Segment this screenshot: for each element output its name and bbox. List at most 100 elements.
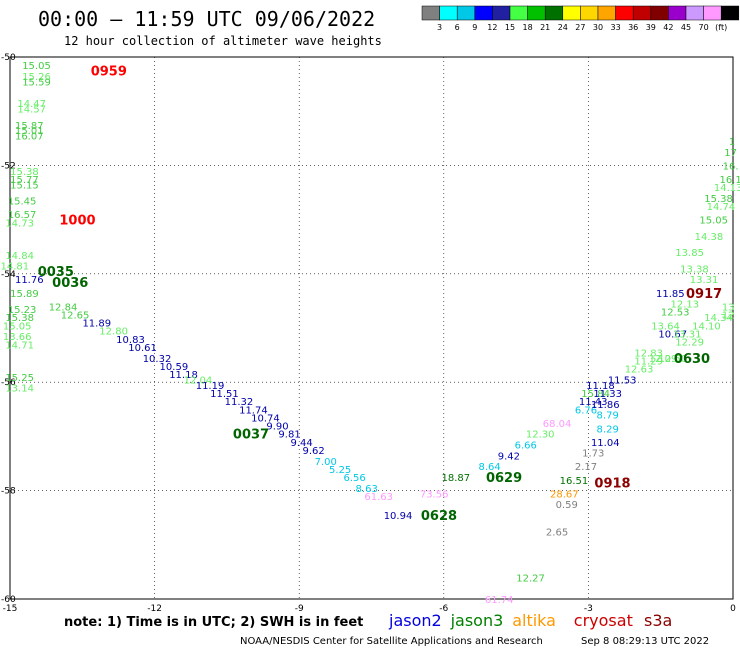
y-tick-label: -52 (1, 161, 16, 171)
colorbar-swatch (615, 5, 634, 21)
swh-value-label: 2.65 (546, 527, 568, 538)
colorbar-tick-label: 6 (455, 23, 460, 32)
swh-value-label: 12.80 (99, 327, 128, 338)
swh-value-label: 61.63 (364, 492, 393, 503)
colorbar-swatch (580, 5, 599, 21)
swh-value-label: 15.38 (704, 194, 733, 205)
colorbar-swatch (509, 5, 528, 21)
swh-value-label: 14.71 (5, 340, 34, 351)
pass-time-label: 0628 (421, 509, 457, 524)
colorbar-tick-label: 15 (505, 23, 515, 32)
swh-value-label: 15.38 (5, 313, 34, 324)
swh-value-label: 11.89 (82, 319, 111, 330)
colorbar-swatch (668, 5, 687, 21)
swh-value-label: 15.23 (8, 305, 37, 316)
swh-value-label: 10.59 (160, 362, 189, 373)
swh-value-label: 6.66 (515, 441, 537, 452)
swh-value-label: 13.31 (673, 329, 702, 340)
colorbar-swatch (650, 5, 669, 21)
swh-value-label: 12.30 (526, 430, 555, 441)
colorbar-swatch (474, 5, 493, 21)
swh-value-label: 28.67 (550, 489, 579, 500)
colorbar-swatch (720, 5, 740, 21)
swh-value-label: 11.32 (225, 397, 254, 408)
swh-value-label: 15.87 (15, 121, 44, 132)
colorbar-swatch (632, 5, 652, 21)
swh-value-label: 15.45 (8, 197, 37, 208)
colorbar-tick-label: 36 (628, 23, 638, 32)
y-tick-label: -50 (1, 53, 16, 63)
pass-time-label: 0918 (594, 476, 630, 491)
y-tick-label: -58 (1, 487, 16, 497)
swh-value-label: 15.26 (22, 72, 51, 83)
swh-value-label: 14.73 (5, 218, 34, 229)
colorbar-tick-label: 9 (472, 23, 477, 32)
swh-value-label: 14.84 (5, 251, 34, 262)
pass-time-label: 0959 (91, 65, 127, 80)
data-marks: 15.0515.2615.5914.4714.5715.8715.0116.07… (0, 61, 740, 606)
swh-value-label: 12.63 (625, 365, 654, 376)
colorbar-tick-label: 39 (646, 23, 656, 32)
x-tick-label: -6 (439, 604, 448, 614)
swh-value-label: 61.74 (485, 595, 514, 606)
pass-time-label: 0630 (674, 352, 710, 367)
swh-value-label: 16.57 (8, 210, 37, 221)
chart-subtitle: 12 hour collection of altimeter wave hei… (64, 34, 382, 48)
pass-time-label: 0037 (233, 428, 269, 443)
x-tick-label: -12 (147, 604, 162, 614)
swh-value-label: 1.73 (582, 449, 604, 460)
swh-value-label: 11.29 (634, 357, 663, 368)
credit-line: NOAA/NESDIS Center for Satellite Applica… (240, 636, 543, 647)
swh-value-label: 12.04 (184, 375, 213, 386)
swh-value-label: 8.29 (597, 424, 619, 435)
colorbar-swatch (544, 5, 564, 21)
swh-value-label: 8.64 (478, 462, 500, 473)
colorbar-tick-label: 33 (611, 23, 621, 32)
swh-value-label: 11.19 (196, 381, 225, 392)
swh-value-label: 11.53 (608, 375, 637, 386)
swh-value-label: 11.76 (15, 275, 44, 286)
swh-value-label: 9.81 (278, 430, 300, 441)
pass-time-label: 1000 (59, 214, 95, 229)
swh-value-label: 15.77 (10, 175, 39, 186)
swh-value-label: 14.47 (17, 99, 46, 110)
mission-legend: jason2 jason3 altika cryosat s3a (388, 611, 672, 630)
colorbar-tick-label: 30 (593, 23, 603, 32)
y-tick-label: -60 (1, 595, 16, 605)
pass-time-label: 0917 (686, 287, 722, 302)
generated-time: Sep 8 08:29:13 UTC 2022 (581, 636, 709, 647)
swh-value-label: 11.86 (591, 400, 620, 411)
swh-value-label: 9.42 (498, 451, 520, 462)
mission-legend-cryosat: cryosat (574, 611, 633, 630)
swh-value-label: 13.31 (690, 275, 719, 286)
colorbar-tick-label: 12 (487, 23, 497, 32)
y-tick-label: -56 (1, 378, 16, 388)
colorbar-swatch (492, 5, 511, 21)
swh-value-label: 16.07 (15, 132, 44, 143)
swh-value-label: 15.01 (15, 126, 44, 137)
colorbar-swatch (562, 5, 581, 21)
swh-value-label: 9.62 (303, 446, 325, 457)
swh-value-label: 8.63 (356, 484, 378, 495)
swh-value-label: 17 (724, 148, 737, 159)
swh-value-label: 73.56 (420, 489, 449, 500)
swh-value-label: 16.1 (719, 175, 740, 186)
swh-value-label: 10.61 (128, 343, 157, 354)
mission-legend-altika: altika (512, 611, 556, 630)
swh-value-label: 13.85 (675, 248, 704, 259)
swh-value-label: 12.65 (61, 310, 90, 321)
swh-value-label: 9.44 (290, 438, 312, 449)
swh-value-label: 6.56 (343, 473, 365, 484)
swh-value-label: 15.84 (581, 389, 610, 400)
colorbar-swatch (421, 5, 440, 21)
swh-value-label: 15.59 (22, 77, 51, 88)
x-tick-label: -3 (584, 604, 593, 614)
colorbar-tick-label: (ft) (715, 23, 727, 32)
swh-value-label: 14.74 (707, 202, 736, 213)
swh-value-label: 7.00 (315, 457, 337, 468)
swh-value-label: 13 (722, 302, 735, 313)
swh-value-label: 15.05 (699, 216, 728, 227)
swh-value-label: 5.25 (329, 465, 351, 476)
swh-value-label: 13.64 (651, 321, 680, 332)
